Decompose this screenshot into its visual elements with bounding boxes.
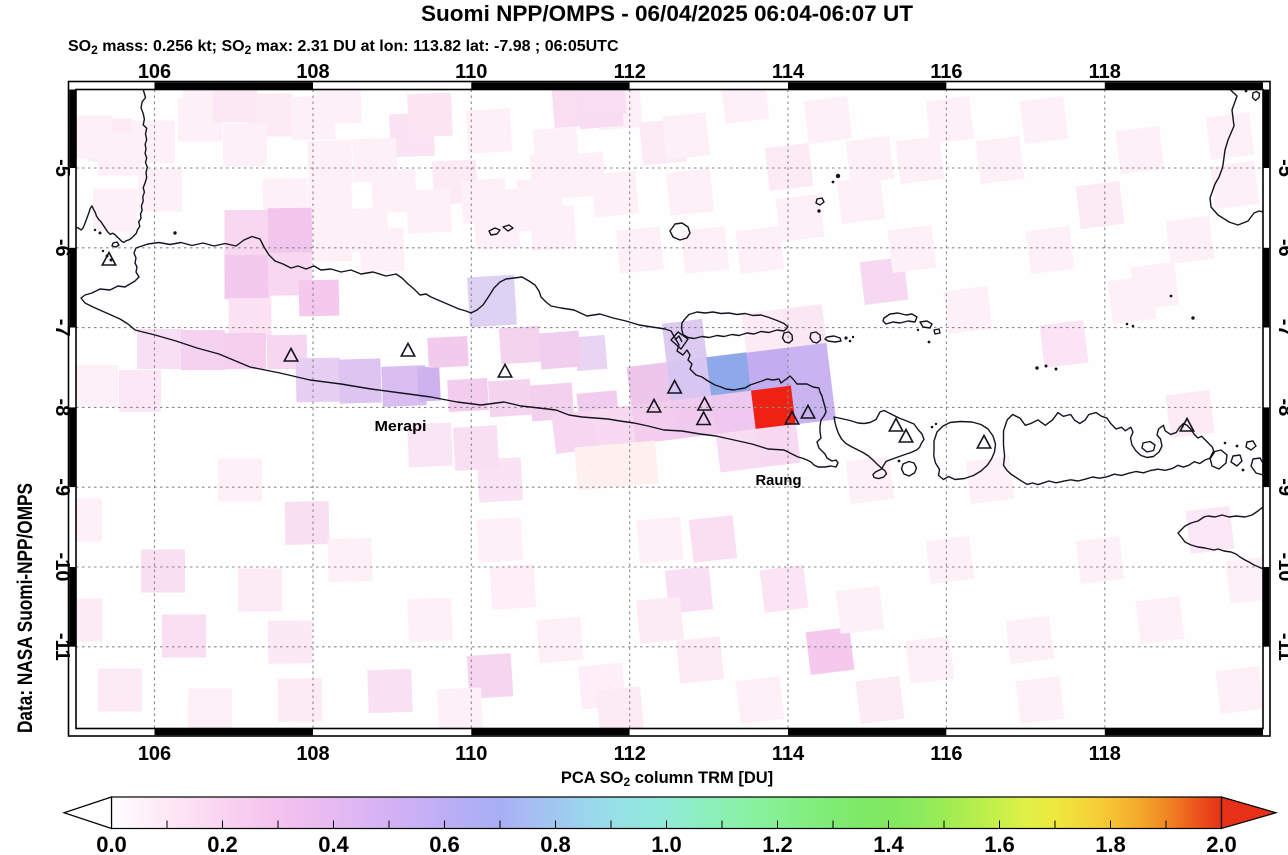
svg-text:116: 116 bbox=[930, 61, 962, 83]
svg-text:-5: -5 bbox=[51, 159, 73, 177]
svg-text:110: 110 bbox=[455, 61, 487, 83]
svg-text:0.0: 0.0 bbox=[96, 832, 127, 855]
svg-text:-6: -6 bbox=[1274, 239, 1288, 257]
svg-text:2.0: 2.0 bbox=[1206, 832, 1237, 855]
svg-text:118: 118 bbox=[1089, 61, 1121, 83]
svg-text:114: 114 bbox=[772, 61, 805, 83]
svg-text:108: 108 bbox=[296, 743, 329, 765]
svg-text:PCA SO2 column TRM [DU]: PCA SO2 column TRM [DU] bbox=[561, 769, 773, 789]
svg-text:106: 106 bbox=[138, 743, 171, 765]
svg-text:112: 112 bbox=[614, 743, 646, 765]
svg-text:108: 108 bbox=[296, 61, 329, 83]
svg-text:Merapi: Merapi bbox=[375, 418, 427, 435]
svg-text:SO2 mass: 0.256 kt; SO2 max: 2: SO2 mass: 0.256 kt; SO2 max: 2.31 DU at … bbox=[68, 38, 619, 57]
svg-text:-5: -5 bbox=[1274, 159, 1288, 177]
svg-text:-9: -9 bbox=[1274, 478, 1288, 496]
svg-text:0.2: 0.2 bbox=[207, 832, 238, 855]
svg-text:-10: -10 bbox=[51, 553, 73, 582]
svg-text:Suomi NPP/OMPS - 06/04/2025 06: Suomi NPP/OMPS - 06/04/2025 06:04-06:07 … bbox=[421, 1, 914, 26]
svg-text:1.6: 1.6 bbox=[984, 832, 1015, 855]
svg-text:-7: -7 bbox=[51, 319, 73, 337]
svg-text:-7: -7 bbox=[1274, 319, 1288, 337]
svg-text:1.2: 1.2 bbox=[762, 832, 793, 855]
svg-text:118: 118 bbox=[1089, 743, 1121, 765]
svg-text:-6: -6 bbox=[51, 239, 73, 257]
svg-text:0.4: 0.4 bbox=[318, 832, 349, 855]
svg-text:114: 114 bbox=[772, 743, 805, 765]
svg-text:-9: -9 bbox=[51, 478, 73, 496]
svg-text:-8: -8 bbox=[51, 399, 73, 417]
svg-text:1.4: 1.4 bbox=[873, 832, 904, 855]
svg-text:-11: -11 bbox=[51, 633, 73, 661]
svg-text:-8: -8 bbox=[1274, 399, 1288, 417]
svg-text:106: 106 bbox=[138, 61, 171, 83]
svg-text:112: 112 bbox=[614, 61, 646, 83]
svg-text:116: 116 bbox=[930, 743, 962, 765]
svg-text:Raung: Raung bbox=[756, 472, 802, 489]
svg-text:1.8: 1.8 bbox=[1095, 832, 1126, 855]
svg-text:110: 110 bbox=[455, 743, 487, 765]
svg-text:-10: -10 bbox=[1274, 553, 1288, 582]
svg-text:-11: -11 bbox=[1274, 633, 1288, 661]
svg-text:Data: NASA Suomi-NPP/OMPS: Data: NASA Suomi-NPP/OMPS bbox=[14, 483, 37, 733]
svg-text:1.0: 1.0 bbox=[651, 832, 682, 855]
svg-text:0.6: 0.6 bbox=[429, 832, 460, 855]
svg-text:0.8: 0.8 bbox=[540, 832, 571, 855]
